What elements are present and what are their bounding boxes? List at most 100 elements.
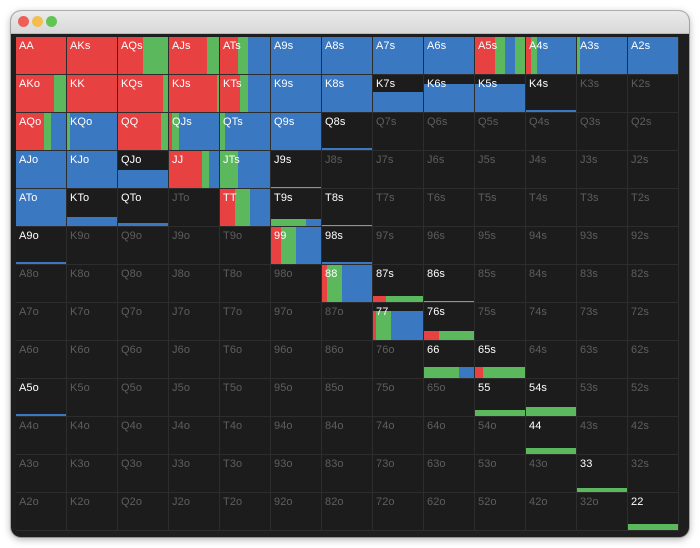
hand-cell[interactable]: Q2o [118, 493, 169, 531]
hand-cell[interactable]: J7s [373, 151, 424, 189]
hand-cell[interactable]: J6o [169, 341, 220, 379]
hand-cell[interactable]: 73s [577, 303, 628, 341]
hand-cell[interactable]: 94s [526, 227, 577, 265]
hand-cell[interactable]: 54s [526, 379, 577, 417]
hand-cell[interactable]: A5o [16, 379, 67, 417]
hand-cell[interactable]: T9s [271, 189, 322, 227]
hand-cell[interactable]: QQ [118, 113, 169, 151]
hand-cell[interactable]: Q3s [577, 113, 628, 151]
hand-cell[interactable]: K8s [322, 75, 373, 113]
hand-cell[interactable]: A9s [271, 37, 322, 75]
hand-cell[interactable]: 72s [628, 303, 679, 341]
hand-cell[interactable]: A2s [628, 37, 679, 75]
hand-cell[interactable]: A5s [475, 37, 526, 75]
hand-cell[interactable]: K5s [475, 75, 526, 113]
hand-cell[interactable]: 85o [322, 379, 373, 417]
hand-cell[interactable]: K5o [67, 379, 118, 417]
hand-cell[interactable]: J3o [169, 455, 220, 493]
hand-cell[interactable]: 63o [424, 455, 475, 493]
hand-cell[interactable]: 86s [424, 265, 475, 303]
hand-cell[interactable]: A7s [373, 37, 424, 75]
hand-cell[interactable]: J4s [526, 151, 577, 189]
hand-cell[interactable]: K7s [373, 75, 424, 113]
hand-cell[interactable]: K7o [67, 303, 118, 341]
hand-cell[interactable]: 92s [628, 227, 679, 265]
hand-cell[interactable]: 43o [526, 455, 577, 493]
hand-cell[interactable]: K6s [424, 75, 475, 113]
hand-cell[interactable]: 74s [526, 303, 577, 341]
hand-cell[interactable]: 97s [373, 227, 424, 265]
hand-cell[interactable]: 98s [322, 227, 373, 265]
hand-cell[interactable]: 64o [424, 417, 475, 455]
hand-cell[interactable]: KTs [220, 75, 271, 113]
hand-cell[interactable]: JTs [220, 151, 271, 189]
hand-cell[interactable]: 82o [322, 493, 373, 531]
hand-cell[interactable]: 95s [475, 227, 526, 265]
hand-cell[interactable]: 54o [475, 417, 526, 455]
hand-cell[interactable]: J2o [169, 493, 220, 531]
hand-cell[interactable]: Q9o [118, 227, 169, 265]
hand-cell[interactable]: J8s [322, 151, 373, 189]
hand-cell[interactable]: AJo [16, 151, 67, 189]
hand-cell[interactable]: A4s [526, 37, 577, 75]
hand-cell[interactable]: K9o [67, 227, 118, 265]
hand-cell[interactable]: AA [16, 37, 67, 75]
hand-cell[interactable]: A2o [16, 493, 67, 531]
hand-cell[interactable]: Q8o [118, 265, 169, 303]
hand-cell[interactable]: 55 [475, 379, 526, 417]
hand-cell[interactable]: 83o [322, 455, 373, 493]
hand-cell[interactable]: 33 [577, 455, 628, 493]
hand-cell[interactable]: 83s [577, 265, 628, 303]
hand-cell[interactable]: A6s [424, 37, 475, 75]
hand-cell[interactable]: KJo [67, 151, 118, 189]
title-bar[interactable] [11, 11, 689, 34]
hand-cell[interactable]: A8s [322, 37, 373, 75]
hand-cell[interactable]: 74o [373, 417, 424, 455]
hand-cell[interactable]: J6s [424, 151, 475, 189]
hand-cell[interactable]: Q2s [628, 113, 679, 151]
hand-cell[interactable]: J4o [169, 417, 220, 455]
hand-cell[interactable]: 88 [322, 265, 373, 303]
hand-cell[interactable]: Q6o [118, 341, 169, 379]
hand-cell[interactable]: T6s [424, 189, 475, 227]
hand-cell[interactable]: 87s [373, 265, 424, 303]
hand-cell[interactable]: QTo [118, 189, 169, 227]
hand-cell[interactable]: AQo [16, 113, 67, 151]
hand-cell[interactable]: 52s [628, 379, 679, 417]
hand-cell[interactable]: Q3o [118, 455, 169, 493]
hand-cell[interactable]: J8o [169, 265, 220, 303]
hand-cell[interactable]: TT [220, 189, 271, 227]
hand-cell[interactable]: Q8s [322, 113, 373, 151]
hand-cell[interactable]: 65s [475, 341, 526, 379]
hand-cell[interactable]: A3s [577, 37, 628, 75]
hand-cell[interactable]: 52o [475, 493, 526, 531]
hand-cell[interactable]: Q4o [118, 417, 169, 455]
hand-cell[interactable]: 65o [424, 379, 475, 417]
hand-cell[interactable]: T4o [220, 417, 271, 455]
hand-cell[interactable]: 44 [526, 417, 577, 455]
hand-cell[interactable]: T8s [322, 189, 373, 227]
hand-cell[interactable]: 94o [271, 417, 322, 455]
hand-cell[interactable]: AQs [118, 37, 169, 75]
hand-cell[interactable]: 92o [271, 493, 322, 531]
hand-cell[interactable]: J9o [169, 227, 220, 265]
hand-cell[interactable]: T9o [220, 227, 271, 265]
hand-cell[interactable]: AJs [169, 37, 220, 75]
close-button[interactable] [18, 16, 29, 27]
minimize-button[interactable] [32, 16, 43, 27]
hand-cell[interactable]: K4o [67, 417, 118, 455]
hand-cell[interactable]: Q5o [118, 379, 169, 417]
hand-cell[interactable]: ATo [16, 189, 67, 227]
hand-cell[interactable]: 32o [577, 493, 628, 531]
hand-cell[interactable]: QTs [220, 113, 271, 151]
hand-cell[interactable]: Q6s [424, 113, 475, 151]
hand-cell[interactable]: 72o [373, 493, 424, 531]
hand-cell[interactable]: A3o [16, 455, 67, 493]
hand-cell[interactable]: Q5s [475, 113, 526, 151]
hand-cell[interactable]: Q7o [118, 303, 169, 341]
hand-cell[interactable]: KK [67, 75, 118, 113]
hand-cell[interactable]: K6o [67, 341, 118, 379]
hand-cell[interactable]: KQs [118, 75, 169, 113]
hand-cell[interactable]: A6o [16, 341, 67, 379]
hand-cell[interactable]: 96s [424, 227, 475, 265]
